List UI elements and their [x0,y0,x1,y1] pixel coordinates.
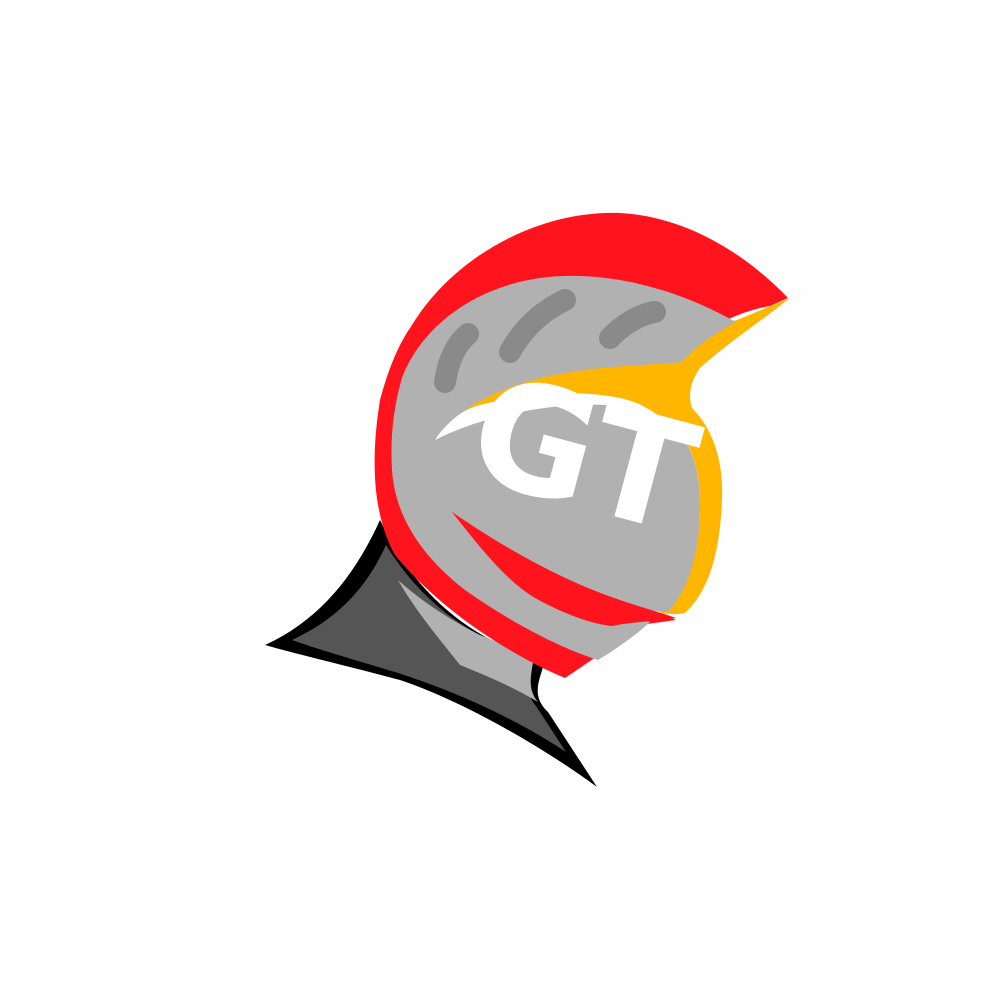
helmet-shell [391,275,736,660]
neck-fill [292,545,566,752]
neck-highlight [398,580,538,702]
helmet-vent-2 [499,289,576,363]
visor-red-strip [452,512,676,626]
helmet-vent-3 [599,301,666,349]
helmet-vent-1 [434,323,479,393]
